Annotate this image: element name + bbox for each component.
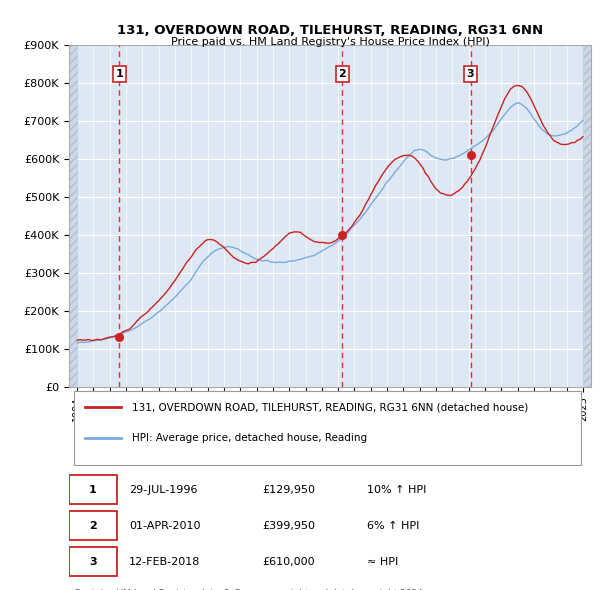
- Text: 12-FEB-2018: 12-FEB-2018: [129, 557, 200, 567]
- Text: 10% ↑ HPI: 10% ↑ HPI: [367, 485, 426, 495]
- Bar: [69, 45, 77, 386]
- Text: Price paid vs. HM Land Registry's House Price Index (HPI): Price paid vs. HM Land Registry's House …: [170, 37, 490, 47]
- FancyBboxPatch shape: [74, 391, 581, 464]
- Text: 1: 1: [89, 485, 97, 495]
- Text: Contains HM Land Registry data © Crown copyright and database right 2024.
This d: Contains HM Land Registry data © Crown c…: [74, 589, 426, 590]
- Text: £610,000: £610,000: [262, 557, 315, 567]
- Text: 131, OVERDOWN ROAD, TILEHURST, READING, RG31 6NN: 131, OVERDOWN ROAD, TILEHURST, READING, …: [117, 24, 543, 37]
- FancyBboxPatch shape: [69, 475, 117, 504]
- Text: £399,950: £399,950: [262, 521, 315, 531]
- Text: 3: 3: [89, 557, 97, 567]
- Text: 131, OVERDOWN ROAD, TILEHURST, READING, RG31 6NN (detached house): 131, OVERDOWN ROAD, TILEHURST, READING, …: [131, 402, 528, 412]
- FancyBboxPatch shape: [69, 547, 117, 576]
- FancyBboxPatch shape: [69, 511, 117, 540]
- Text: 29-JUL-1996: 29-JUL-1996: [129, 485, 197, 495]
- Text: HPI: Average price, detached house, Reading: HPI: Average price, detached house, Read…: [131, 433, 367, 443]
- Text: ≈ HPI: ≈ HPI: [367, 557, 398, 567]
- Text: 2: 2: [89, 521, 97, 531]
- Text: 3: 3: [467, 69, 475, 79]
- Text: £129,950: £129,950: [262, 485, 315, 495]
- Text: 2: 2: [338, 69, 346, 79]
- Text: 1: 1: [115, 69, 123, 79]
- Text: 6% ↑ HPI: 6% ↑ HPI: [367, 521, 419, 531]
- Text: 01-APR-2010: 01-APR-2010: [129, 521, 200, 531]
- Bar: [583, 45, 591, 386]
